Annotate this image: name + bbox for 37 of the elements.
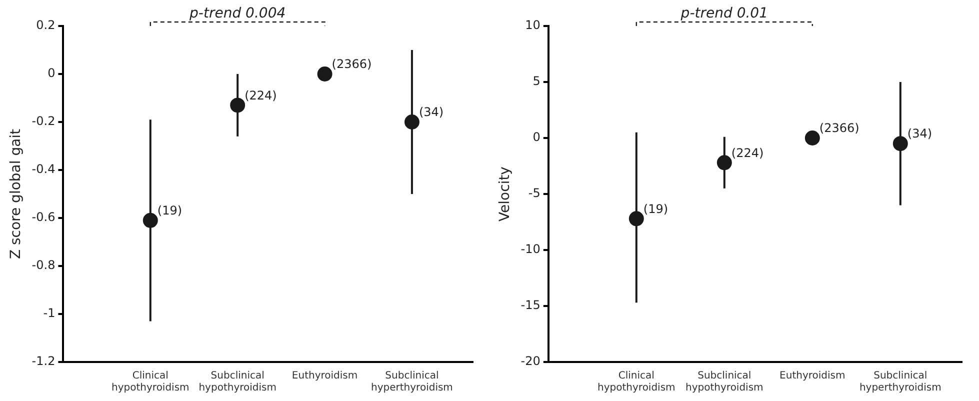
- x-tick-label: Subclinical hyperthyroidism: [859, 370, 942, 394]
- annotation: (34): [418, 105, 444, 120]
- annotation: (34): [907, 126, 932, 141]
- x-tick-label: Euthyroidism: [292, 370, 358, 382]
- point: [804, 130, 820, 146]
- y-tick-label: -1.2: [32, 354, 56, 368]
- y-tick-label: -20: [520, 354, 540, 368]
- y-tick-label: -0.2: [32, 114, 56, 128]
- y-tick-label: -0.6: [32, 210, 56, 224]
- text: p-trend 0.01: [680, 6, 768, 22]
- y-tick-label: 0: [532, 130, 540, 144]
- y-tick-label: 5: [532, 74, 540, 88]
- y-tick-label: -0.8: [32, 258, 56, 272]
- y-tick-label: 0.2: [36, 18, 56, 32]
- y-tick-label: -0.4: [32, 162, 56, 176]
- x-tick-label: Euthyroidism: [780, 370, 846, 382]
- point: [317, 66, 332, 82]
- y-tick-label: -1: [43, 306, 56, 320]
- y-tick-label: -15: [520, 298, 540, 312]
- x-tick-label: Clinical hypothyroidism: [112, 370, 190, 394]
- y-tick-label: -5: [528, 186, 540, 200]
- y-tick-label: 0: [48, 66, 56, 80]
- annotation: (224): [244, 88, 277, 102]
- annotation: (19): [157, 204, 182, 218]
- y-tick-label: -10: [520, 242, 540, 256]
- x-tick-label: Subclinical hyperthyroidism: [371, 370, 453, 394]
- x-tick-label: Clinical hypothyroidism: [598, 370, 676, 394]
- annotation: (2366): [819, 121, 860, 136]
- annotation: (19): [643, 202, 668, 216]
- y-axis-title: Z score global gait: [8, 128, 24, 260]
- y-axis-title: Velocity: [497, 166, 514, 222]
- annotation: (2366): [332, 57, 372, 72]
- text: p-trend 0.004: [188, 6, 286, 22]
- annotation: (224): [731, 146, 764, 160]
- x-tick-label: Subclinical hypothyroidism: [686, 370, 764, 394]
- x-tick-label: Subclinical hypothyroidism: [198, 370, 276, 394]
- y-tick-label: 10: [525, 18, 540, 32]
